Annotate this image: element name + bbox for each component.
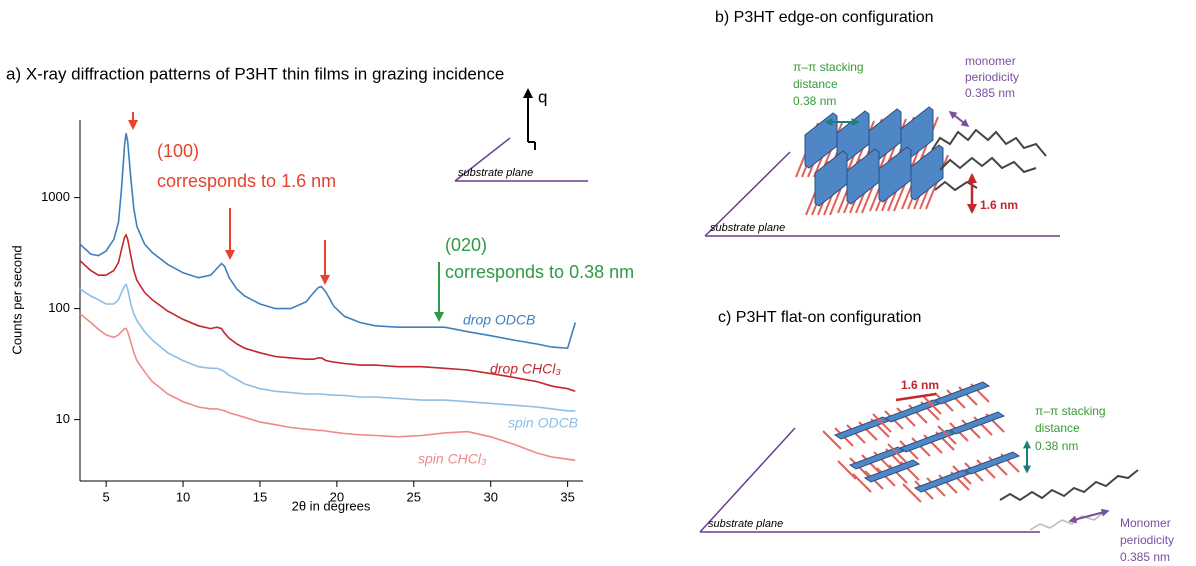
side-chain	[961, 419, 981, 439]
diagram-edge-on: b) P3HT edge-on configuration substrate …	[704, 9, 1060, 237]
plane-label: substrate plane	[708, 518, 783, 530]
annotation: (100)	[157, 141, 199, 161]
annotation: corresponds to 1.6 nm	[157, 171, 336, 191]
x-tick-label: 25	[407, 489, 421, 504]
lamella-label: 1.6 nm	[980, 198, 1018, 212]
backbone-slab	[898, 429, 956, 453]
x-tick-label: 30	[483, 489, 497, 504]
x-tick-label: 20	[330, 489, 344, 504]
backbone-slab	[963, 451, 1021, 475]
periodicity-label: Monomer	[1120, 516, 1171, 530]
lamella-label: 1.6 nm	[901, 378, 939, 392]
backbone-slab	[883, 399, 941, 423]
stacking-label: 0.38 nm	[793, 94, 836, 108]
q-label: q	[538, 87, 547, 106]
backbone-slab	[863, 459, 921, 483]
polymer-stacks	[822, 381, 1021, 503]
chart-title: a) X-ray diffraction patterns of P3HT th…	[6, 64, 504, 83]
periodicity-arrow	[1068, 508, 1110, 524]
periodicity-arrow	[948, 111, 970, 127]
molecule	[931, 128, 1047, 192]
side-chain	[861, 454, 881, 474]
annotation: (020)	[445, 235, 487, 255]
side-chain	[887, 443, 907, 463]
side-chain	[976, 459, 996, 479]
side-chain	[911, 437, 931, 457]
lamella-bar	[895, 392, 937, 402]
molecule	[999, 469, 1139, 502]
x-tick-label: 35	[560, 489, 574, 504]
periodicity-label: 0.385 nm	[965, 86, 1015, 100]
annotation: corresponds to 0.38 nm	[445, 262, 634, 282]
periodicity-label: monomer	[965, 54, 1016, 68]
side-chain	[837, 460, 857, 480]
stacking-label: π–π stacking	[793, 60, 864, 74]
x-tick-label: 15	[253, 489, 267, 504]
diagram-flat-on: c) P3HT flat-on configuration substrate …	[699, 309, 1174, 564]
periodicity-label: periodicity	[1120, 533, 1174, 547]
series-label: spin ODCB	[508, 415, 578, 431]
backbone-slab	[933, 381, 991, 405]
stacking-label: π–π stacking	[1035, 404, 1106, 418]
peak-arrows	[128, 112, 444, 322]
series-label: drop ODCB	[463, 312, 535, 328]
y-tick-label: 10	[56, 411, 70, 426]
stacking-label: distance	[1035, 421, 1080, 435]
side-chain	[922, 395, 942, 415]
side-chain	[937, 425, 957, 445]
side-chain	[876, 467, 896, 487]
series-label: drop CHCl₃	[490, 361, 561, 377]
side-chain	[946, 389, 966, 409]
plane-edge	[454, 137, 511, 182]
series-line	[79, 313, 576, 462]
side-chain	[852, 473, 872, 493]
side-chain	[846, 424, 866, 444]
plane-label: substrate plane	[710, 222, 785, 234]
inset: q substrate plane	[454, 87, 588, 182]
stacking-label: 0.38 nm	[1035, 439, 1078, 453]
backbone-slab	[913, 469, 971, 493]
plane-edge	[704, 151, 791, 237]
periodicity-label: 0.385 nm	[1120, 550, 1170, 564]
polymer-stacks	[795, 106, 949, 216]
side-chain	[872, 413, 892, 433]
diagram-title: b) P3HT edge-on configuration	[715, 9, 934, 26]
side-chain	[896, 407, 916, 427]
series-line	[79, 133, 577, 350]
x-tick-label: 5	[103, 489, 110, 504]
y-axis-label: Counts per second	[9, 245, 24, 354]
series-label: spin CHCl₃	[418, 451, 487, 467]
backbone-slab	[948, 411, 1006, 435]
x-tick-label: 10	[176, 489, 190, 504]
stacking-label: distance	[793, 77, 838, 91]
plane-label: substrate plane	[458, 167, 533, 179]
series-line	[79, 283, 576, 412]
series-line	[79, 233, 576, 393]
y-tick-label: 1000	[41, 189, 70, 204]
side-chain	[822, 430, 842, 450]
side-chain	[926, 477, 946, 497]
y-tick-label: 100	[48, 300, 70, 315]
diagram-title: c) P3HT flat-on configuration	[718, 309, 921, 326]
backbone-slab	[910, 144, 944, 201]
plane-edge	[699, 427, 796, 533]
x-axis-label: 2θ in degrees	[292, 498, 371, 513]
side-chain	[902, 483, 922, 503]
periodicity-label: periodicity	[965, 70, 1019, 84]
